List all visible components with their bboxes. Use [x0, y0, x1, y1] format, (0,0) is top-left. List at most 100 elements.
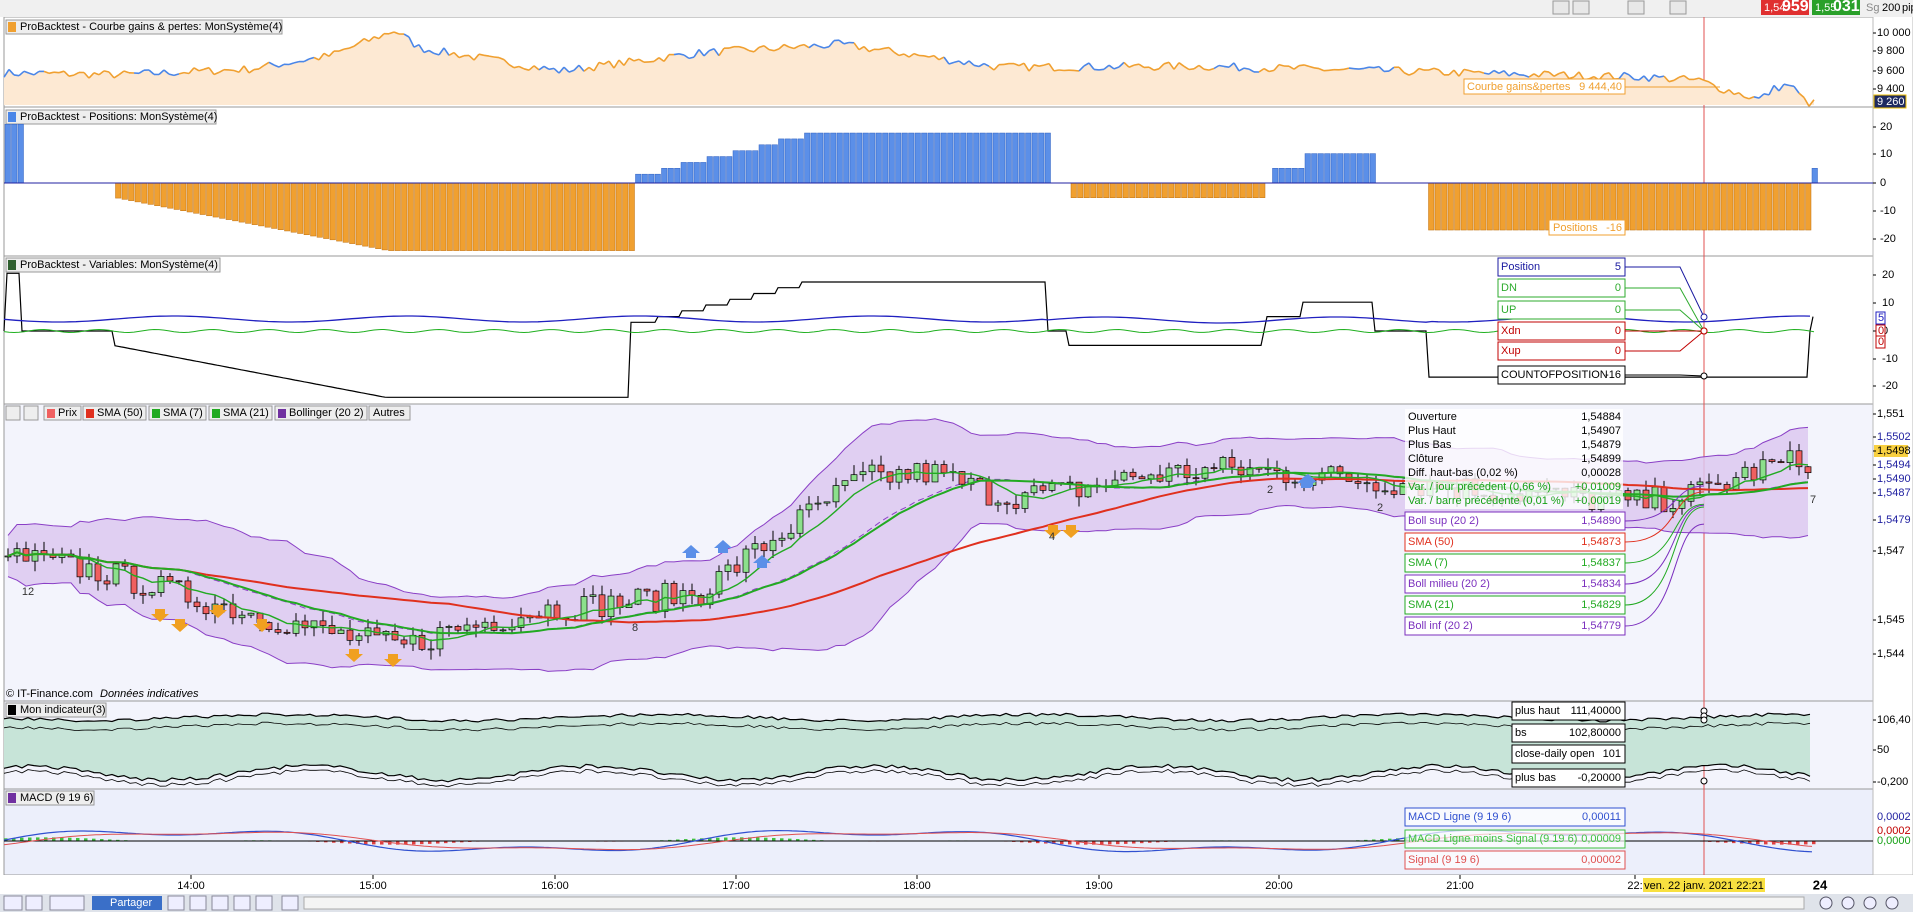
cursor-dot — [1701, 373, 1707, 379]
info-name: Plus Bas — [1408, 439, 1452, 451]
toolbar-button[interactable] — [1553, 1, 1569, 14]
candle — [599, 595, 605, 617]
legend-name: DN — [1501, 282, 1517, 294]
candle — [203, 607, 209, 614]
candle — [167, 576, 173, 580]
info-value: 0,00028 — [1581, 467, 1621, 479]
toolbar-icon[interactable] — [24, 406, 38, 420]
toolbar-label: SMA (50) — [97, 407, 143, 419]
toolbar-button[interactable] — [1670, 1, 1686, 14]
position-bar — [798, 139, 804, 183]
zoom-button[interactable] — [1820, 897, 1832, 909]
position-bar — [1130, 183, 1136, 198]
candle — [1130, 472, 1136, 476]
candle — [248, 613, 254, 615]
legend-name: SMA (7) — [1408, 557, 1448, 569]
candle — [644, 589, 650, 591]
position-bar — [681, 162, 687, 183]
legend-value: 1,54890 — [1581, 515, 1621, 527]
position-bar — [330, 183, 336, 240]
toolbar-label: SMA (7) — [163, 407, 203, 419]
toolbar-label: SMA (21) — [223, 407, 269, 419]
bottom-button[interactable] — [212, 896, 228, 910]
position-bar — [428, 183, 434, 251]
bottom-button[interactable] — [256, 896, 272, 910]
position-bar — [1494, 183, 1500, 230]
position-bar — [954, 133, 960, 183]
zoom-button[interactable] — [1864, 897, 1876, 909]
bottom-button[interactable] — [234, 896, 250, 910]
toolbar-swatch — [47, 409, 55, 418]
toolbar-swatch — [278, 409, 286, 418]
candle — [302, 621, 308, 628]
y-tick-label: 10 — [1882, 297, 1894, 309]
candle — [176, 581, 182, 582]
zoom-button[interactable] — [1842, 897, 1854, 909]
candle — [608, 596, 614, 617]
position-bar — [792, 139, 798, 183]
bottom-button[interactable] — [50, 896, 84, 910]
candle — [824, 502, 830, 503]
bottom-button[interactable] — [190, 896, 206, 910]
bottom-button[interactable] — [26, 896, 42, 910]
position-bar — [902, 133, 908, 183]
position-bar — [1312, 154, 1318, 183]
info-name: Clôture — [1408, 453, 1443, 465]
position-bar — [1006, 133, 1012, 183]
position-bar — [896, 133, 902, 183]
macd-bar — [1100, 841, 1104, 845]
bottom-button[interactable] — [282, 896, 298, 910]
legend-value: 102,80000 — [1569, 727, 1621, 739]
candle — [1751, 467, 1757, 480]
position-bar — [883, 133, 889, 183]
legend-name: COUNTOFPOSITION — [1501, 369, 1608, 381]
position-bar — [1247, 183, 1253, 198]
position-bar — [915, 133, 921, 183]
panel-title: ProBacktest - Positions: MonSystème(4) — [20, 111, 217, 123]
position-bar — [1760, 183, 1766, 230]
y-tick-label: 1,545 — [1877, 614, 1905, 626]
position-bar — [343, 183, 349, 242]
candle — [86, 564, 92, 577]
toolbar-swatch — [152, 409, 160, 418]
bottom-button[interactable] — [168, 896, 184, 910]
zoom-button[interactable] — [1886, 897, 1898, 909]
position-bar — [298, 183, 304, 233]
toolbar-button[interactable] — [1573, 1, 1589, 14]
equity-line — [1269, 70, 1274, 71]
position-bar — [1689, 183, 1695, 230]
position-bar — [252, 183, 258, 225]
position-bar — [460, 183, 466, 251]
equity-line — [1789, 85, 1794, 86]
info-value: 1,54879 — [1581, 439, 1621, 451]
scrollbar[interactable] — [304, 897, 1804, 909]
toolbar-button[interactable] — [1628, 1, 1644, 14]
position-bar — [187, 183, 193, 212]
position-bar — [1019, 133, 1025, 183]
candle — [32, 551, 38, 562]
position-bar — [246, 183, 252, 223]
position-bar — [1279, 168, 1285, 183]
legend-name: MACD Ligne moins Signal (9 19 6) — [1408, 833, 1577, 845]
legend-value: -0,20000 — [1578, 772, 1621, 784]
candle — [1166, 468, 1172, 481]
position-bar — [1741, 183, 1747, 230]
legend-name: Boll inf (20 2) — [1408, 620, 1473, 632]
position-bar — [1773, 183, 1779, 230]
x-tick-label: 21:00 — [1446, 880, 1474, 892]
equity-line — [1244, 68, 1249, 69]
panel-title-icon — [8, 793, 16, 803]
position-bar — [1435, 183, 1441, 230]
equity-line — [1074, 70, 1079, 71]
y-tick-label: 1,551 — [1877, 408, 1905, 420]
bottom-button[interactable] — [4, 896, 22, 910]
toolbar-icon[interactable] — [6, 406, 20, 420]
legend-name: plus haut — [1515, 705, 1560, 717]
candle — [905, 470, 911, 480]
candle — [1193, 478, 1199, 479]
equity-line — [1299, 65, 1304, 66]
position-bar — [1637, 183, 1643, 230]
position-bar — [194, 183, 200, 213]
panel-title-icon — [8, 705, 16, 715]
candle — [545, 605, 551, 618]
